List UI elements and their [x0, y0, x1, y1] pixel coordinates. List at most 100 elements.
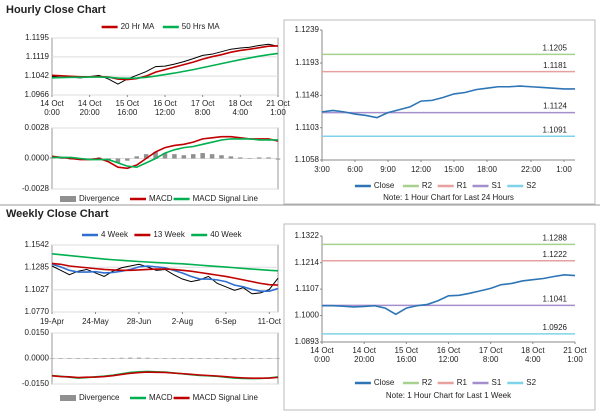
- legend-label: 20 Hr MA: [121, 22, 155, 31]
- level-label: 1.1288: [543, 234, 568, 243]
- bar: [197, 358, 202, 360]
- legend-label: S1: [492, 181, 502, 190]
- bar: [154, 357, 159, 359]
- y-tick-label: 0.0000: [25, 154, 50, 163]
- bar: [181, 155, 187, 159]
- bar: [115, 158, 121, 163]
- x-tick-label: 12:00: [438, 355, 459, 364]
- bar: [232, 358, 237, 360]
- y-tick-label: 1.1058: [295, 155, 320, 164]
- legend-label: R2: [422, 378, 433, 387]
- y-tick-label: 1.1148: [295, 90, 319, 99]
- bar: [102, 358, 107, 359]
- x-tick-label: 0:00: [44, 108, 60, 117]
- x-tick-label: 12:00: [411, 165, 432, 174]
- legend-label: Close: [374, 378, 395, 387]
- y-tick-label: 0.0000: [25, 354, 50, 363]
- bar: [258, 358, 263, 359]
- y-tick-label: 0.0028: [25, 123, 50, 132]
- x-tick-label: 4:00: [525, 355, 541, 364]
- y-tick-label: 1.1103: [295, 123, 319, 132]
- y-tick-label: 1.1000: [295, 311, 320, 320]
- x-tick-label: 20:00: [80, 108, 101, 117]
- series-line: [51, 371, 279, 380]
- x-tick-label: 2-Aug: [172, 317, 193, 326]
- x-tick-label: 1:00: [270, 108, 286, 117]
- x-tick-label: 8:00: [483, 355, 499, 364]
- x-tick-label: 18 Oct: [229, 99, 253, 108]
- legend-label: S2: [526, 378, 536, 387]
- x-tick-label: 6-Sep: [215, 317, 237, 326]
- bar: [200, 153, 205, 159]
- x-tick-label: 17 Oct: [479, 346, 503, 355]
- bar: [172, 154, 177, 159]
- bar: [49, 358, 55, 359]
- x-tick-label: 19-Apr: [40, 317, 64, 326]
- y-tick-label: 1.0893: [295, 337, 320, 346]
- series-line: [52, 138, 278, 169]
- x-tick-label: 1:00: [567, 355, 583, 364]
- x-tick-label: 14 Oct: [352, 346, 376, 355]
- section-title: Weekly Close Chart: [6, 208, 109, 220]
- bar: [215, 358, 220, 359]
- legend-label: Close: [374, 181, 395, 190]
- legend-label: Divergence: [79, 393, 120, 402]
- x-tick-label: 14 Oct: [40, 99, 64, 108]
- x-tick-label: 18 Oct: [521, 346, 545, 355]
- x-tick-label: 21 Oct: [266, 99, 290, 108]
- y-tick-label: 1.1214: [295, 258, 320, 267]
- x-tick-label: 21 Oct: [563, 346, 587, 355]
- legend-label: 4 Week: [101, 230, 129, 239]
- x-tick-label: 6:00: [347, 165, 363, 174]
- x-tick-label: 1:00: [556, 165, 572, 174]
- legend-swatch: [60, 395, 76, 401]
- y-tick-label: 1.1107: [295, 284, 319, 293]
- x-tick-label: 18:00: [477, 165, 498, 174]
- x-tick-label: 16:00: [396, 355, 417, 364]
- x-tick-label: 14 Oct: [78, 99, 102, 108]
- series-line: [51, 253, 279, 272]
- x-tick-label: 15 Oct: [395, 346, 419, 355]
- legend-label: MACD: [149, 194, 173, 203]
- bar: [275, 158, 281, 160]
- bar: [223, 358, 228, 360]
- bar: [75, 358, 81, 360]
- chart-note: Note: 1 Hour Chart for Last 24 Hours: [383, 193, 514, 202]
- bar: [180, 358, 185, 359]
- series-line: [51, 263, 279, 292]
- bar: [162, 153, 168, 159]
- bar: [87, 158, 92, 159]
- legend-label: MACD Signal Line: [193, 194, 259, 203]
- x-tick-label: 9:00: [380, 165, 396, 174]
- y-tick-label: 1.0966: [25, 90, 50, 99]
- bar: [206, 358, 211, 359]
- level-label: 1.0926: [543, 323, 568, 332]
- bar: [67, 358, 72, 359]
- chart-note: Note: 1 Hour Chart for Last 1 Week: [386, 391, 512, 400]
- bar: [238, 157, 243, 159]
- panel-frame: [283, 19, 596, 205]
- x-tick-label: 22:00: [521, 165, 542, 174]
- x-tick-label: 20:00: [354, 355, 375, 364]
- bar: [190, 154, 196, 159]
- y-tick-label: 1.1119: [26, 52, 50, 61]
- bar: [134, 156, 140, 159]
- bar: [256, 157, 262, 159]
- y-tick-label: 1.1542: [25, 240, 50, 249]
- x-tick-label: 16 Oct: [153, 99, 177, 108]
- legend-label: Divergence: [79, 194, 120, 203]
- bar: [241, 358, 246, 360]
- legend-label: S2: [526, 181, 536, 190]
- legend-label: MACD Signal Line: [193, 393, 259, 402]
- bar: [209, 154, 215, 159]
- legend-label: S1: [492, 378, 502, 387]
- legend-label: 40 Week: [210, 230, 242, 239]
- level-label: 1.1041: [543, 295, 568, 304]
- bar: [219, 155, 224, 159]
- y-tick-label: 1.1239: [295, 25, 320, 34]
- x-tick-label: 28-Jun: [127, 317, 151, 326]
- level-label: 1.1181: [543, 61, 567, 70]
- bar: [153, 151, 158, 159]
- x-tick-label: 3:00: [314, 165, 330, 174]
